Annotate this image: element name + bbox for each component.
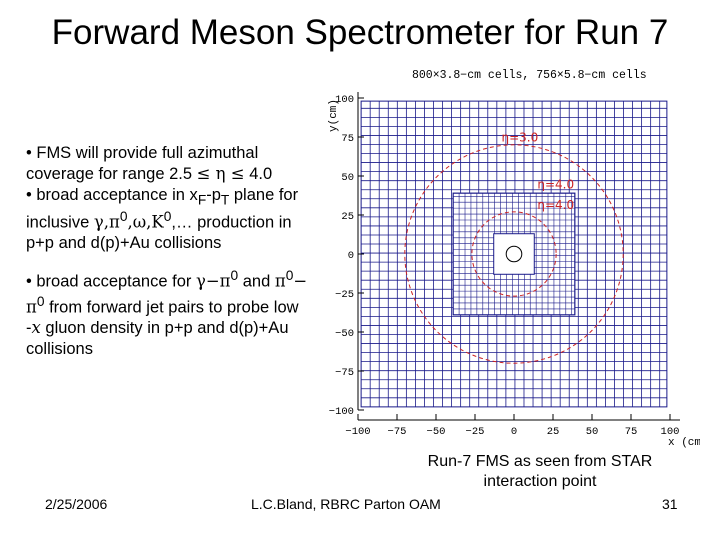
x-variable: x [31,317,41,337]
superscript-0: 0 [119,209,128,225]
figure-caption: Run-7 FMS as seen from STAR interaction … [395,452,685,491]
minus-symbol: − [293,271,308,291]
pi-symbol: π [274,271,286,291]
x-tick-label: 100 [661,426,680,438]
bullet-2-plane: plane for [229,185,299,204]
eta-circles: η=3.0 η=4.0 η=4.0 [404,131,624,364]
y-tick-label: 50 [341,172,354,184]
y-tick-label: 100 [335,94,354,106]
bullet-2-line-3: p+p and d(p)+Au collisions [26,234,222,253]
bullet-2-text: • broad acceptance in x [26,185,198,204]
bullet-3-line-2: from forward jet pairs to probe low [44,298,299,317]
footer-page-number: 31 [662,496,678,512]
x-tick-label: 25 [547,426,560,438]
y-tick-label: −75 [335,367,354,379]
bullet-list: • FMS will provide full azimuthal covera… [26,143,326,359]
bullet-3: • broad acceptance for γ−π0 and π0− π0 f… [26,267,326,359]
bullet-2: • broad acceptance in xF-pT plane for in… [26,185,326,255]
bullet-2-production: ,… production in [171,213,292,232]
eta-circle [404,144,624,364]
y-tick-label: 75 [341,133,354,145]
fms-cell-layout-diagram: 800×3.8−cm cells, 756×5.8−cm cells y(cm)… [328,69,700,449]
figure-header: 800×3.8−cm cells, 756×5.8−cm cells [412,69,647,82]
bullet-2-pt: -p [206,185,221,204]
x-tick-label: −25 [466,426,485,438]
x-tick-label: −75 [388,426,407,438]
x-tick-label: −100 [345,426,370,438]
y-tick-label: 0 [348,250,354,262]
beam-pipe-hole [493,233,535,275]
detector-cell-grid [360,100,668,408]
y-tick-label: −25 [335,289,354,301]
slide-title: Forward Meson Spectrometer for Run 7 [51,13,669,52]
superscript-0e: 0 [36,293,45,309]
bullet-1: • FMS will provide full azimuthal covera… [26,143,326,185]
caption-line-2: interaction point [483,472,597,490]
footer-date: 2/25/2006 [45,496,108,512]
x-tick-label: 0 [511,426,517,438]
bullet-3-line-3: gluon density in p+p and d(p)+Au [40,318,289,337]
y-tick-label: 25 [341,211,354,223]
y-axis-label: y(cm) [328,99,340,132]
subscript-f: F [197,191,207,207]
caption-line-1: Run-7 FMS as seen from STAR [427,453,653,470]
bullet-3-and: and [238,272,275,291]
particle-list: γ,π [93,212,120,232]
bullet-1-text: coverage for range 2.5 [26,164,197,183]
bullet-3-text: • broad acceptance for [26,272,196,291]
bullet-3-dash: - [26,318,32,337]
superscript-0d: 0 [285,268,294,284]
beam-pipe-circle [505,245,523,263]
axes: 100 75 50 25 0 −25 −50 −75 −100 −100 −75 −50 −25 0 25 5… [329,92,680,438]
eta-circle [471,211,557,297]
eta-3-label: η=3.0 [502,131,539,145]
bullet-1-line-1: • FMS will provide full azimuthal [26,144,259,162]
superscript-0b: 0 [163,209,172,225]
x-axis-label: x (cm) [668,437,700,449]
y-tick-label: −100 [329,406,354,418]
particle-list-2: ,ω,K [127,212,164,232]
footer-author: L.C.Bland, RBRC Parton OAM [251,496,441,512]
eta-4-label-top: η=4.0 [537,177,574,191]
superscript-0c: 0 [230,268,239,284]
bullet-3-line-4: collisions [26,339,93,358]
y-tick-label: −50 [335,328,354,340]
bullet-2-inclusive: inclusive [26,213,94,232]
x-tick-label: −50 [427,426,446,438]
subscript-t: T [220,191,230,207]
x-tick-label: 75 [625,426,638,438]
eta-range-symbols: ≤ η ≤ [196,163,245,183]
x-tick-label: 50 [586,426,599,438]
pi-symbol-2: π [26,297,37,317]
eta-4-label: η=4.0 [537,198,574,212]
gamma-pi-symbol: γ−π [195,271,231,291]
bullet-1-upper: 4.0 [244,164,273,183]
